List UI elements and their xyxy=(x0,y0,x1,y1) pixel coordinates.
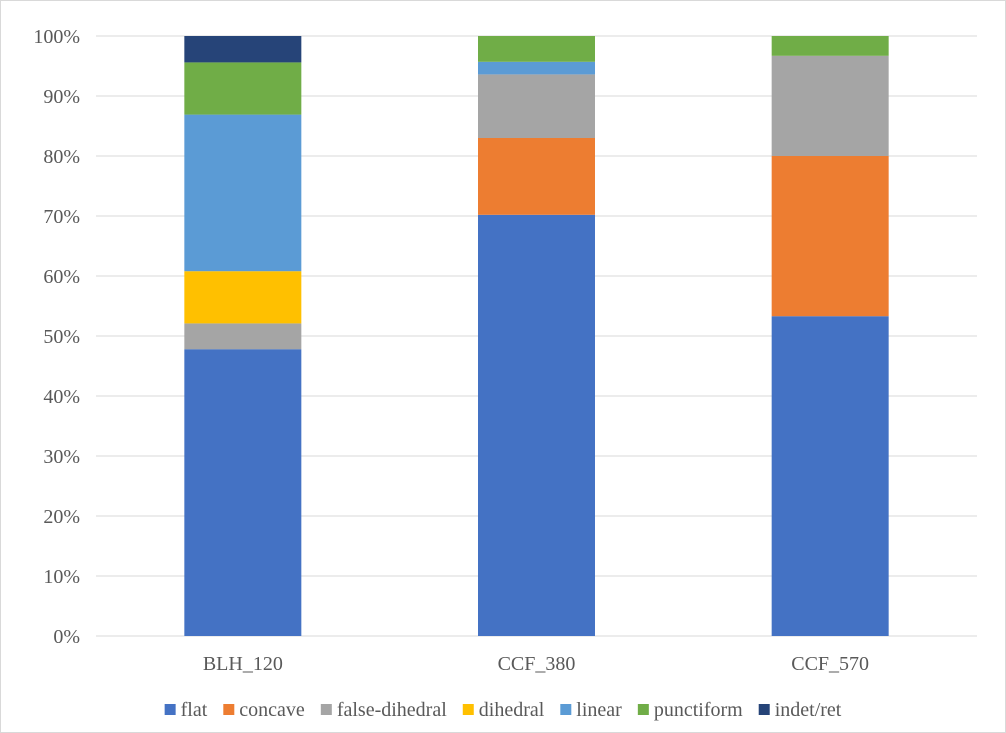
legend-swatch xyxy=(637,704,649,715)
y-tick-label: 100% xyxy=(33,26,80,48)
bar-segment xyxy=(478,61,595,75)
y-tick-label: 0% xyxy=(53,626,80,648)
bar-segment xyxy=(771,55,889,156)
bar-segment xyxy=(184,36,302,63)
y-tick-label: 10% xyxy=(43,566,80,588)
bar-segment xyxy=(184,349,302,636)
x-tick-label: CCF_380 xyxy=(498,653,576,675)
bar-segment xyxy=(184,114,302,272)
bar-segment xyxy=(184,62,302,115)
legend-label: dihedral xyxy=(479,699,545,721)
legend-label: indet/ret xyxy=(775,699,842,721)
bar-segment xyxy=(478,214,595,637)
legend-label: concave xyxy=(239,699,305,721)
y-tick-label: 90% xyxy=(43,86,80,108)
bar-segment xyxy=(771,36,889,56)
y-tick-label: 70% xyxy=(43,206,80,228)
bar-segment xyxy=(771,316,889,636)
y-tick-label: 30% xyxy=(43,446,80,468)
y-tick-label: 60% xyxy=(43,266,80,288)
legend-label: punctiform xyxy=(654,699,743,721)
bar-segment xyxy=(771,156,889,317)
x-tick-label: CCF_570 xyxy=(791,653,869,675)
legend-swatch xyxy=(758,704,770,715)
legend-swatch xyxy=(164,704,176,715)
bar-segment xyxy=(478,74,595,138)
y-tick-label: 80% xyxy=(43,146,80,168)
bar-segment xyxy=(184,271,302,324)
legend-label: linear xyxy=(576,699,622,721)
legend-label: flat xyxy=(181,699,208,721)
legend-swatch xyxy=(320,704,332,715)
y-tick-label: 20% xyxy=(43,506,80,528)
bar-segment xyxy=(478,36,595,62)
y-tick-label: 50% xyxy=(43,326,80,348)
legend-swatch xyxy=(462,704,474,715)
legend-swatch xyxy=(560,704,572,715)
legend-swatch xyxy=(223,704,235,715)
legend-label: false-dihedral xyxy=(337,699,447,721)
y-tick-label: 40% xyxy=(43,386,80,408)
bar-segment xyxy=(184,323,302,350)
bar-segment xyxy=(478,138,595,215)
x-tick-label: BLH_120 xyxy=(203,653,283,675)
